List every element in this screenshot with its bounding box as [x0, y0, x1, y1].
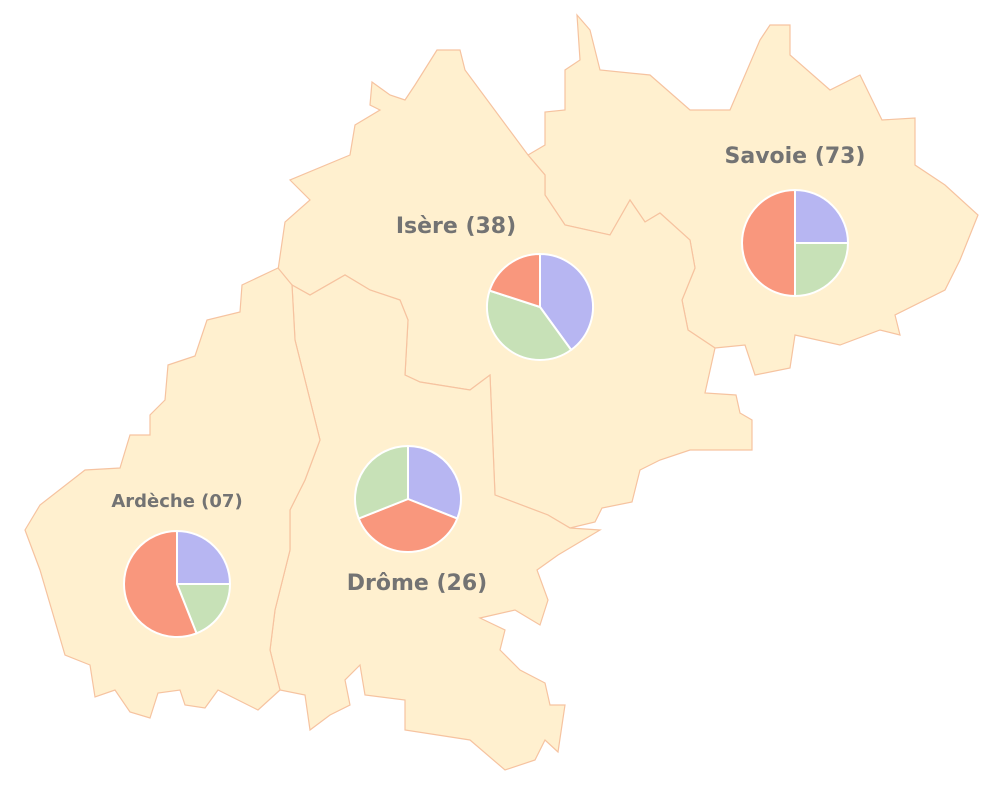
region-label: Savoie (73) [725, 144, 866, 169]
region-label: Ardèche (07) [111, 491, 242, 512]
pie-slice [176, 529, 232, 585]
pie-slice [741, 188, 796, 298]
pie-slice [407, 444, 462, 520]
pie-slice [486, 289, 573, 361]
pie-slice [357, 497, 459, 553]
region-label: Isère (38) [396, 214, 516, 239]
pie-slice [794, 188, 850, 244]
pie-slice [354, 444, 409, 520]
region-ardeche [24, 267, 321, 719]
pie-slice [539, 252, 594, 352]
region-label: Drôme (26) [347, 571, 487, 596]
pie-slice [123, 529, 198, 638]
pie-slice [794, 242, 850, 298]
pie-slice [175, 583, 232, 635]
pie-slice [488, 252, 541, 309]
